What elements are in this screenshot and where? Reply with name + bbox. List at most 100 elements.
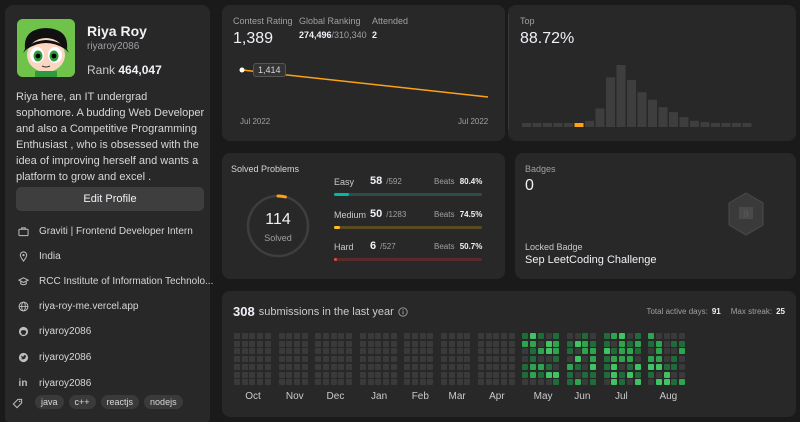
heatmap-cell[interactable] [590, 348, 596, 355]
heatmap-cell[interactable] [338, 363, 345, 370]
heatmap-cell[interactable] [648, 379, 655, 386]
heatmap-cell[interactable] [249, 340, 256, 347]
heatmap-cell[interactable] [375, 340, 382, 347]
heatmap-cell[interactable] [234, 340, 240, 347]
heatmap-cell[interactable] [477, 356, 484, 363]
heatmap-cell[interactable] [404, 379, 411, 386]
heatmap-cell[interactable] [315, 356, 322, 363]
heatmap-cell[interactable] [634, 379, 641, 386]
heatmap-cell[interactable] [367, 356, 374, 363]
heatmap-cell[interactable] [522, 348, 529, 355]
heatmap-cell[interactable] [679, 333, 685, 339]
heatmap-cell[interactable] [671, 333, 678, 339]
heatmap-cell[interactable] [663, 333, 670, 339]
heatmap-cell[interactable] [278, 340, 285, 347]
heatmap-cell[interactable] [404, 371, 411, 378]
heatmap-cell[interactable] [286, 356, 293, 363]
heatmap-cell[interactable] [477, 340, 484, 347]
heatmap-cell[interactable] [508, 348, 515, 355]
heatmap-cell[interactable] [464, 340, 471, 347]
heatmap-cell[interactable] [477, 348, 484, 355]
heatmap-cell[interactable] [663, 363, 670, 370]
heatmap-cell[interactable] [412, 363, 418, 370]
heatmap-cell[interactable] [590, 356, 596, 363]
skill-tag[interactable]: c++ [68, 395, 96, 409]
info-icon[interactable] [398, 306, 408, 317]
heatmap-cell[interactable] [456, 340, 463, 347]
heatmap-cell[interactable] [582, 348, 589, 355]
heatmap-cell[interactable] [508, 371, 515, 378]
heatmap-cell[interactable] [655, 348, 662, 355]
heatmap-cell[interactable] [679, 356, 685, 363]
heatmap-cell[interactable] [427, 340, 434, 347]
heatmap-cell[interactable] [477, 371, 484, 378]
heatmap-cell[interactable] [323, 379, 329, 386]
heatmap-cell[interactable] [464, 333, 471, 339]
heatmap-cell[interactable] [648, 333, 655, 339]
heatmap-cell[interactable] [241, 356, 248, 363]
heatmap-cell[interactable] [553, 348, 560, 355]
heatmap-cell[interactable] [485, 371, 492, 378]
heatmap-cell[interactable] [448, 356, 455, 363]
heatmap-cell[interactable] [679, 348, 685, 355]
heatmap-cell[interactable] [493, 340, 500, 347]
heatmap-cell[interactable] [679, 363, 685, 370]
heatmap-cell[interactable] [286, 348, 293, 355]
heatmap-cell[interactable] [626, 363, 633, 370]
heatmap-cell[interactable] [626, 340, 633, 347]
heatmap-cell[interactable] [241, 371, 248, 378]
heatmap-cell[interactable] [359, 348, 366, 355]
heatmap-cell[interactable] [278, 348, 285, 355]
heatmap-cell[interactable] [530, 363, 537, 370]
heatmap-cell[interactable] [655, 371, 662, 378]
heatmap-cell[interactable] [264, 356, 271, 363]
heatmap-cell[interactable] [419, 379, 426, 386]
heatmap-cell[interactable] [493, 363, 500, 370]
heatmap-cell[interactable] [530, 333, 537, 339]
heatmap-cell[interactable] [626, 371, 633, 378]
heatmap-cell[interactable] [234, 356, 240, 363]
heatmap-cell[interactable] [330, 356, 337, 363]
heatmap-cell[interactable] [456, 356, 463, 363]
heatmap-cell[interactable] [566, 348, 573, 355]
heatmap-cell[interactable] [367, 371, 374, 378]
heatmap-cell[interactable] [493, 371, 500, 378]
heatmap-cell[interactable] [427, 363, 434, 370]
heatmap-cell[interactable] [537, 333, 544, 339]
heatmap-cell[interactable] [293, 340, 300, 347]
heatmap-cell[interactable] [574, 379, 581, 386]
heatmap-cell[interactable] [234, 363, 240, 370]
heatmap-cell[interactable] [655, 340, 662, 347]
heatmap-cell[interactable] [293, 333, 300, 339]
heatmap-cell[interactable] [522, 379, 529, 386]
heatmap-cell[interactable] [522, 340, 529, 347]
heatmap-cell[interactable] [671, 348, 678, 355]
heatmap-cell[interactable] [419, 363, 426, 370]
avatar[interactable] [17, 19, 75, 77]
heatmap-cell[interactable] [375, 371, 382, 378]
heatmap-cell[interactable] [574, 348, 581, 355]
heatmap-cell[interactable] [346, 379, 353, 386]
heatmap-cell[interactable] [508, 379, 515, 386]
heatmap-cell[interactable] [241, 340, 248, 347]
heatmap-cell[interactable] [448, 348, 455, 355]
heatmap-cell[interactable] [537, 340, 544, 347]
heatmap-cell[interactable] [603, 340, 610, 347]
heatmap-cell[interactable] [553, 371, 560, 378]
heatmap-cell[interactable] [553, 356, 560, 363]
heatmap-cell[interactable] [286, 340, 293, 347]
heatmap-cell[interactable] [390, 379, 397, 386]
heatmap-cell[interactable] [634, 356, 641, 363]
rating-point[interactable] [239, 67, 245, 73]
heatmap-cell[interactable] [264, 340, 271, 347]
heatmap-cell[interactable] [257, 363, 264, 370]
heatmap-cell[interactable] [249, 379, 256, 386]
heatmap-cell[interactable] [648, 356, 655, 363]
heatmap-cell[interactable] [448, 371, 455, 378]
heatmap-cell[interactable] [330, 348, 337, 355]
heatmap-cell[interactable] [427, 333, 434, 339]
heatmap-cell[interactable] [603, 371, 610, 378]
heatmap-cell[interactable] [655, 333, 662, 339]
heatmap-cell[interactable] [522, 333, 529, 339]
heatmap-cell[interactable] [485, 348, 492, 355]
